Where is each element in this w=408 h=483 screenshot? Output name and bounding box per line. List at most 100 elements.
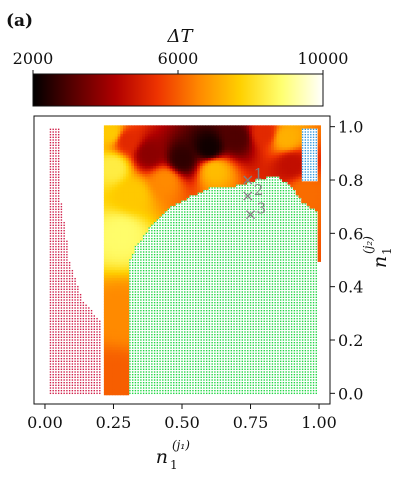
red-region-dot — [77, 355, 78, 356]
green-region-dot — [168, 251, 169, 252]
green-region-dot — [137, 353, 138, 354]
green-region-dot — [154, 313, 155, 314]
red-region-dot — [58, 334, 59, 335]
green-region-dot — [143, 267, 144, 268]
red-region-dot — [58, 227, 59, 228]
green-region-dot — [132, 283, 133, 284]
red-region-dot — [94, 387, 95, 388]
green-region-dot — [168, 331, 169, 332]
red-region-dot — [52, 171, 53, 172]
green-region-dot — [170, 233, 171, 234]
green-region-dot — [170, 377, 171, 378]
red-region-dot — [83, 318, 84, 319]
green-region-dot — [170, 315, 171, 316]
red-region-dot — [80, 313, 81, 314]
green-region-dot — [146, 315, 147, 316]
red-region-dot — [61, 326, 62, 327]
red-region-dot — [50, 289, 51, 290]
red-region-dot — [74, 393, 75, 394]
green-region-dot — [168, 377, 169, 378]
green-region-dot — [162, 358, 163, 359]
green-region-dot — [132, 273, 133, 274]
green-region-dot — [143, 262, 144, 263]
red-region-dot — [74, 307, 75, 308]
green-region-dot — [179, 278, 180, 279]
green-region-dot — [168, 214, 169, 215]
green-region-dot — [148, 385, 149, 386]
red-region-dot — [50, 185, 51, 186]
green-region-dot — [165, 270, 166, 271]
green-region-dot — [179, 379, 180, 380]
green-region-dot — [151, 243, 152, 244]
green-region-dot — [179, 350, 180, 351]
red-region-dot — [96, 326, 97, 327]
red-region-dot — [94, 350, 95, 351]
green-region-dot — [154, 366, 155, 367]
red-region-dot — [69, 321, 70, 322]
red-region-dot — [80, 318, 81, 319]
green-region-dot — [170, 259, 171, 260]
green-region-dot — [137, 278, 138, 279]
red-region-dot — [55, 161, 56, 162]
green-region-dot — [143, 374, 144, 375]
red-region-dot — [66, 366, 67, 367]
green-region-dot — [157, 233, 158, 234]
red-region-dot — [72, 291, 73, 292]
red-region-dot — [50, 382, 51, 383]
red-region-dot — [72, 289, 73, 290]
green-region-dot — [176, 225, 177, 226]
red-region-dot — [91, 390, 92, 391]
green-region-dot — [165, 289, 166, 290]
green-region-dot — [176, 214, 177, 215]
red-region-dot — [69, 315, 70, 316]
green-region-dot — [148, 347, 149, 348]
red-region-dot — [77, 382, 78, 383]
red-region-dot — [99, 377, 100, 378]
green-region-dot — [146, 377, 147, 378]
red-region-dot — [99, 347, 100, 348]
green-region-dot — [135, 307, 136, 308]
red-region-dot — [77, 326, 78, 327]
green-region-dot — [176, 254, 177, 255]
red-region-dot — [58, 169, 59, 170]
green-region-dot — [143, 246, 144, 247]
green-region-dot — [143, 355, 144, 356]
green-region-dot — [151, 369, 152, 370]
red-region-dot — [96, 393, 97, 394]
green-region-dot — [157, 246, 158, 247]
green-region-dot — [170, 307, 171, 308]
red-region-dot — [77, 366, 78, 367]
red-region-dot — [50, 182, 51, 183]
green-region-dot — [146, 249, 147, 250]
red-region-dot — [50, 283, 51, 284]
green-region-dot — [154, 377, 155, 378]
green-region-dot — [143, 259, 144, 260]
green-region-dot — [143, 294, 144, 295]
green-region-dot — [154, 387, 155, 388]
red-region-dot — [58, 139, 59, 140]
red-region-dot — [83, 307, 84, 308]
red-region-dot — [55, 267, 56, 268]
red-region-dot — [55, 326, 56, 327]
red-region-dot — [52, 289, 53, 290]
green-region-dot — [157, 371, 158, 372]
green-region-dot — [146, 233, 147, 234]
green-region-dot — [148, 241, 149, 242]
green-region-dot — [143, 305, 144, 306]
green-region-dot — [151, 238, 152, 239]
red-region-dot — [74, 374, 75, 375]
red-region-dot — [61, 262, 62, 263]
red-region-dot — [55, 390, 56, 391]
red-region-dot — [55, 217, 56, 218]
red-region-dot — [55, 241, 56, 242]
red-region-dot — [55, 230, 56, 231]
green-region-dot — [140, 265, 141, 266]
red-region-dot — [72, 345, 73, 346]
green-region-dot — [146, 390, 147, 391]
red-region-dot — [69, 361, 70, 362]
red-region-dot — [94, 347, 95, 348]
red-region-dot — [94, 345, 95, 346]
green-region-dot — [154, 318, 155, 319]
red-region-dot — [63, 390, 64, 391]
green-region-dot — [146, 273, 147, 274]
